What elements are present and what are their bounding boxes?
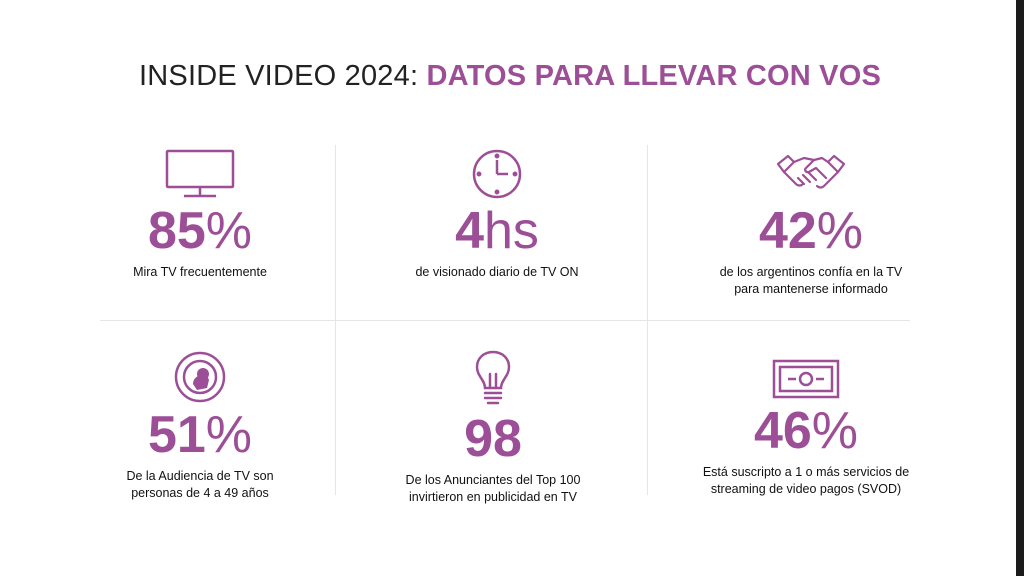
right-edge-bar xyxy=(1016,0,1024,576)
stat-description: Está suscripto a 1 o más servicios de str… xyxy=(702,465,910,496)
lightbulb-icon xyxy=(475,350,511,405)
stat-value: 85% xyxy=(147,202,253,260)
stat-description: De la Audiencia de TV son personas de 4 a… xyxy=(126,469,274,500)
stat-description: de los argentinos confía en la TV para ma… xyxy=(719,265,903,296)
stat-value: 4hs xyxy=(455,202,539,260)
page-title: INSIDE VIDEO 2024: DATOS PARA LLEVAR CON… xyxy=(139,60,881,93)
stat-card-trust: 42% de los argentinos confía en la TV par… xyxy=(661,148,961,298)
audience-icon xyxy=(174,351,226,403)
stat-description: De los Anunciantes del Top 100 invirtiero… xyxy=(405,473,581,504)
stat-card-tv: 85% Mira TV frecuentemente xyxy=(50,148,350,281)
stat-description: de visionado diario de TV ON xyxy=(415,265,579,279)
stat-value: 98 xyxy=(464,410,522,468)
stat-card-audience: 51% De la Audiencia de TV son personas de… xyxy=(50,350,350,502)
divider-horizontal xyxy=(100,320,910,321)
clock-icon xyxy=(472,149,522,199)
money-icon xyxy=(772,359,840,399)
title-highlight: DATOS PARA LLEVAR CON VOS xyxy=(426,60,882,92)
stat-value: 51% xyxy=(147,406,253,464)
stat-card-hours: 4hs de visionado diario de TV ON xyxy=(347,148,647,281)
title-prefix: INSIDE VIDEO 2024: xyxy=(139,60,427,92)
stat-value: 42% xyxy=(758,202,864,260)
stat-card-svod: 46% Está suscripto a 1 o más servicios d… xyxy=(656,358,956,498)
stat-value: 46% xyxy=(753,402,859,460)
stat-description: Mira TV frecuentemente xyxy=(133,265,267,279)
tv-icon xyxy=(165,149,235,198)
stat-card-advertisers: 98 De los Anunciantes del Top 100 invirti… xyxy=(343,350,643,506)
handshake-icon xyxy=(776,154,846,189)
